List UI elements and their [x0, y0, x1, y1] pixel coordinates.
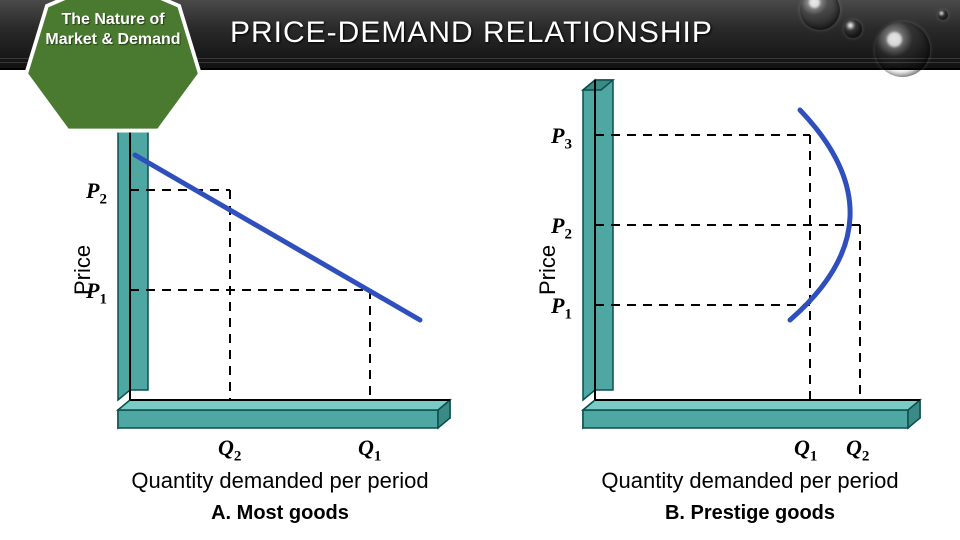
badge-line2: Market & Demand	[45, 31, 180, 48]
q1-label: Q1	[358, 435, 381, 465]
guide-lines	[595, 135, 860, 400]
p2-label: P2	[551, 213, 572, 243]
bubble-decor	[875, 22, 930, 77]
chart-a-subtitle: A. Most goods	[120, 502, 440, 525]
q2-label: Q2	[846, 435, 869, 465]
chart-b: Price P3 P2 P1 Q1 Q2 Quantity demanded p…	[500, 70, 940, 540]
bubble-decor	[800, 0, 840, 30]
p3-label: P3	[551, 123, 572, 153]
y-axis-3d	[583, 80, 613, 400]
bubble-decor	[938, 10, 948, 20]
slide-title: PRICE-DEMAND RELATIONSHIP	[230, 16, 713, 50]
bubble-decor	[844, 20, 862, 38]
x-axis-label: Quantity demanded per period	[120, 468, 440, 494]
x-axis-3d	[118, 400, 450, 428]
q2-label: Q2	[218, 435, 241, 465]
demand-curve-b	[790, 110, 850, 320]
p1-label: P1	[86, 278, 107, 308]
badge-text: The Nature of Market & Demand	[18, 10, 208, 50]
topic-badge: The Nature of Market & Demand	[18, 0, 208, 140]
demand-curve-a	[135, 155, 420, 320]
x-axis-3d	[583, 400, 920, 428]
p1-label: P1	[551, 293, 572, 323]
y-axis-label: Price	[535, 245, 561, 295]
x-axis-label: Quantity demanded per period	[585, 468, 915, 494]
q1-label: Q1	[794, 435, 817, 465]
chart-b-subtitle: B. Prestige goods	[585, 502, 915, 525]
p2-label: P2	[86, 178, 107, 208]
chart-a: Price P2 P1 Q2 Q1 Quantity demanded per …	[30, 70, 470, 540]
badge-line1: The Nature of	[61, 11, 164, 28]
charts-area: Price P2 P1 Q2 Q1 Quantity demanded per …	[0, 70, 960, 540]
